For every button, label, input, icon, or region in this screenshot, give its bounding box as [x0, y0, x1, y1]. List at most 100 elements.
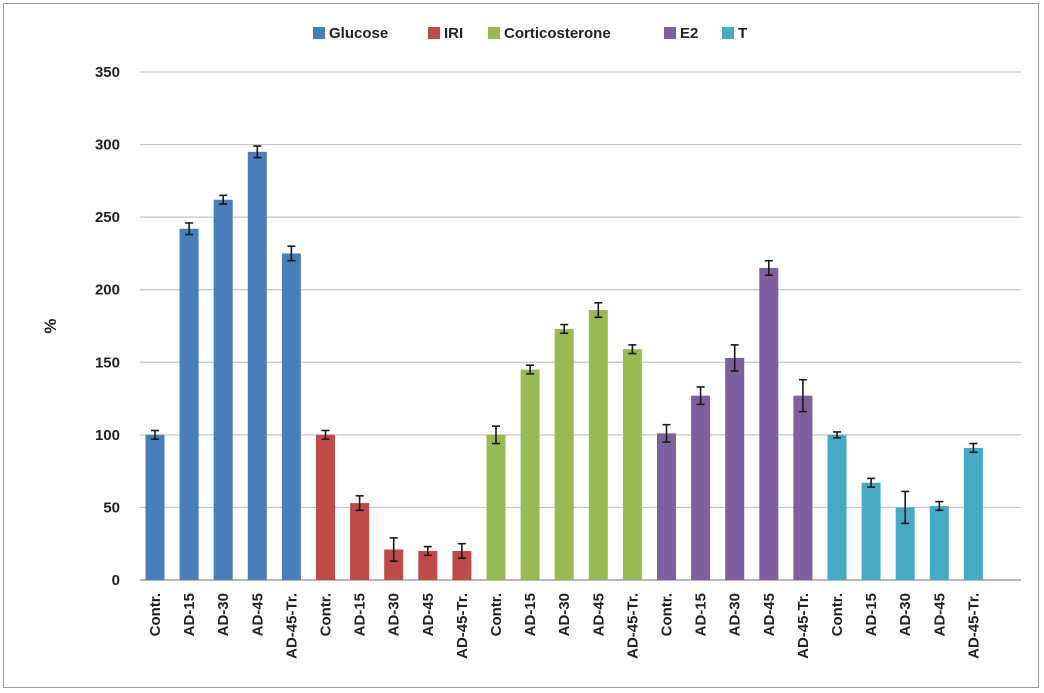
error-bar: [935, 500, 944, 512]
error-bar: [594, 301, 603, 319]
x-tick-label: Contr.: [488, 593, 505, 636]
y-axis-label: %: [41, 318, 60, 333]
legend-swatch: [722, 27, 734, 39]
y-axis-ticks: 0 50 100 150 200 250 300 350: [95, 64, 120, 589]
bar-e2-ad-45: [759, 267, 779, 580]
y-tick-label: 350: [95, 64, 120, 81]
bar-glucose-ad-30: [213, 199, 233, 580]
error-bar: [185, 222, 194, 236]
error-bar: [662, 423, 671, 443]
legend-swatch: [428, 27, 440, 39]
y-tick-label: 50: [103, 499, 120, 516]
error-bar: [355, 495, 364, 512]
bar-glucose-contr: [145, 434, 165, 580]
error-bar: [560, 323, 569, 335]
x-tick-label: AD-30: [556, 593, 573, 636]
gridlines: [140, 71, 1021, 581]
x-tick-label: AD-15: [352, 593, 369, 636]
legend-item-glucose: Glucose: [313, 25, 388, 42]
legend-item-corticosterone: Corticosterone: [488, 25, 611, 42]
x-tick-label: AD-15: [863, 593, 880, 636]
error-bar: [389, 537, 398, 562]
legend-swatch: [488, 27, 500, 39]
y-tick-label: 0: [112, 572, 120, 589]
error-bar: [287, 245, 296, 262]
y-tick-label: 250: [95, 209, 120, 226]
x-tick-label: AD-45-Tr.: [965, 593, 982, 659]
legend-item-t: T: [722, 25, 747, 42]
bar-t-ad-45: [929, 505, 949, 580]
bar-corticosterone-ad-15: [520, 369, 540, 580]
y-tick-label: 200: [95, 282, 120, 299]
x-tick-label: AD-45: [590, 593, 607, 636]
legend-swatch: [313, 27, 325, 39]
x-tick-label: AD-45-Tr.: [454, 593, 471, 659]
bars: [145, 151, 983, 581]
error-bar: [764, 259, 773, 277]
x-tick-label: Contr.: [659, 593, 676, 636]
x-tick-label: Contr.: [147, 593, 164, 636]
bar-corticosterone-ad-30: [554, 328, 574, 580]
x-tick-label: AD-45-Tr.: [624, 593, 641, 659]
bar-iri-contr: [316, 434, 335, 580]
error-bar: [901, 490, 910, 525]
error-bar: [696, 386, 705, 406]
legend-label: T: [738, 25, 747, 42]
legend-label: Glucose: [329, 25, 388, 42]
legend-item-e2: E2: [664, 25, 698, 42]
bar-corticosterone-ad-45: [588, 310, 608, 580]
error-bar: [321, 429, 330, 441]
bar-glucose-ad-45-tr: [281, 253, 301, 580]
legend-item-iri: IRI: [428, 25, 463, 42]
error-bar: [628, 344, 637, 355]
error-bar: [219, 194, 228, 205]
bar-t-contr: [827, 434, 847, 580]
y-tick-label: 150: [95, 354, 120, 371]
bar-t-ad-30: [895, 507, 915, 580]
bar-corticosterone-ad-45-tr: [622, 349, 642, 580]
x-tick-label: AD-30: [386, 593, 403, 636]
x-tick-label: AD-15: [181, 593, 198, 636]
error-bar: [526, 364, 535, 375]
error-bar: [833, 431, 841, 439]
legend-label: Corticosterone: [504, 25, 611, 42]
error-bar: [253, 145, 262, 159]
x-tick-label: AD-45: [420, 593, 437, 636]
bar-corticosterone-contr: [486, 434, 506, 580]
legend-label: IRI: [444, 25, 463, 42]
bar-t-ad-15: [861, 482, 881, 580]
bar-iri-ad-45-tr: [452, 550, 472, 580]
error-bar: [423, 545, 432, 557]
error-bar: [969, 442, 978, 454]
bar-e2-ad-15: [691, 395, 711, 580]
bar-iri-ad-15: [350, 503, 370, 580]
x-tick-label: AD-30: [215, 593, 232, 636]
legend-swatch: [664, 27, 676, 39]
legend: Glucose IRI Corticosterone E2 T: [313, 25, 747, 42]
error-bar: [492, 425, 500, 445]
error-bar: [798, 378, 807, 413]
bar-t-ad-45-tr: [963, 447, 983, 580]
x-tick-label: AD-45-Tr.: [795, 593, 812, 659]
x-axis-ticks: Contr. AD-15 AD-30 AD-45 AD-45-Tr. Contr. AD-1…: [147, 593, 982, 659]
x-tick-label: AD-15: [693, 593, 710, 636]
x-tick-label: AD-45: [249, 593, 266, 636]
bar-e2-ad-30: [725, 357, 745, 580]
x-tick-label: Contr.: [318, 593, 335, 636]
bar-e2-contr: [657, 433, 676, 580]
y-tick-label: 100: [95, 427, 120, 444]
bar-glucose-ad-45: [247, 151, 267, 581]
legend-label: E2: [680, 25, 698, 42]
error-bar: [151, 429, 159, 441]
bar-iri-ad-30: [384, 549, 404, 580]
x-tick-label: AD-15: [522, 593, 539, 636]
y-tick-label: 300: [95, 137, 120, 154]
error-bars: [151, 145, 978, 562]
x-tick-label: AD-30: [897, 593, 914, 636]
error-bar: [730, 344, 739, 372]
x-tick-label: AD-30: [727, 593, 744, 636]
bar-e2-ad-45-tr: [793, 395, 813, 580]
x-tick-label: AD-45: [931, 593, 948, 636]
error-bar: [457, 542, 466, 560]
